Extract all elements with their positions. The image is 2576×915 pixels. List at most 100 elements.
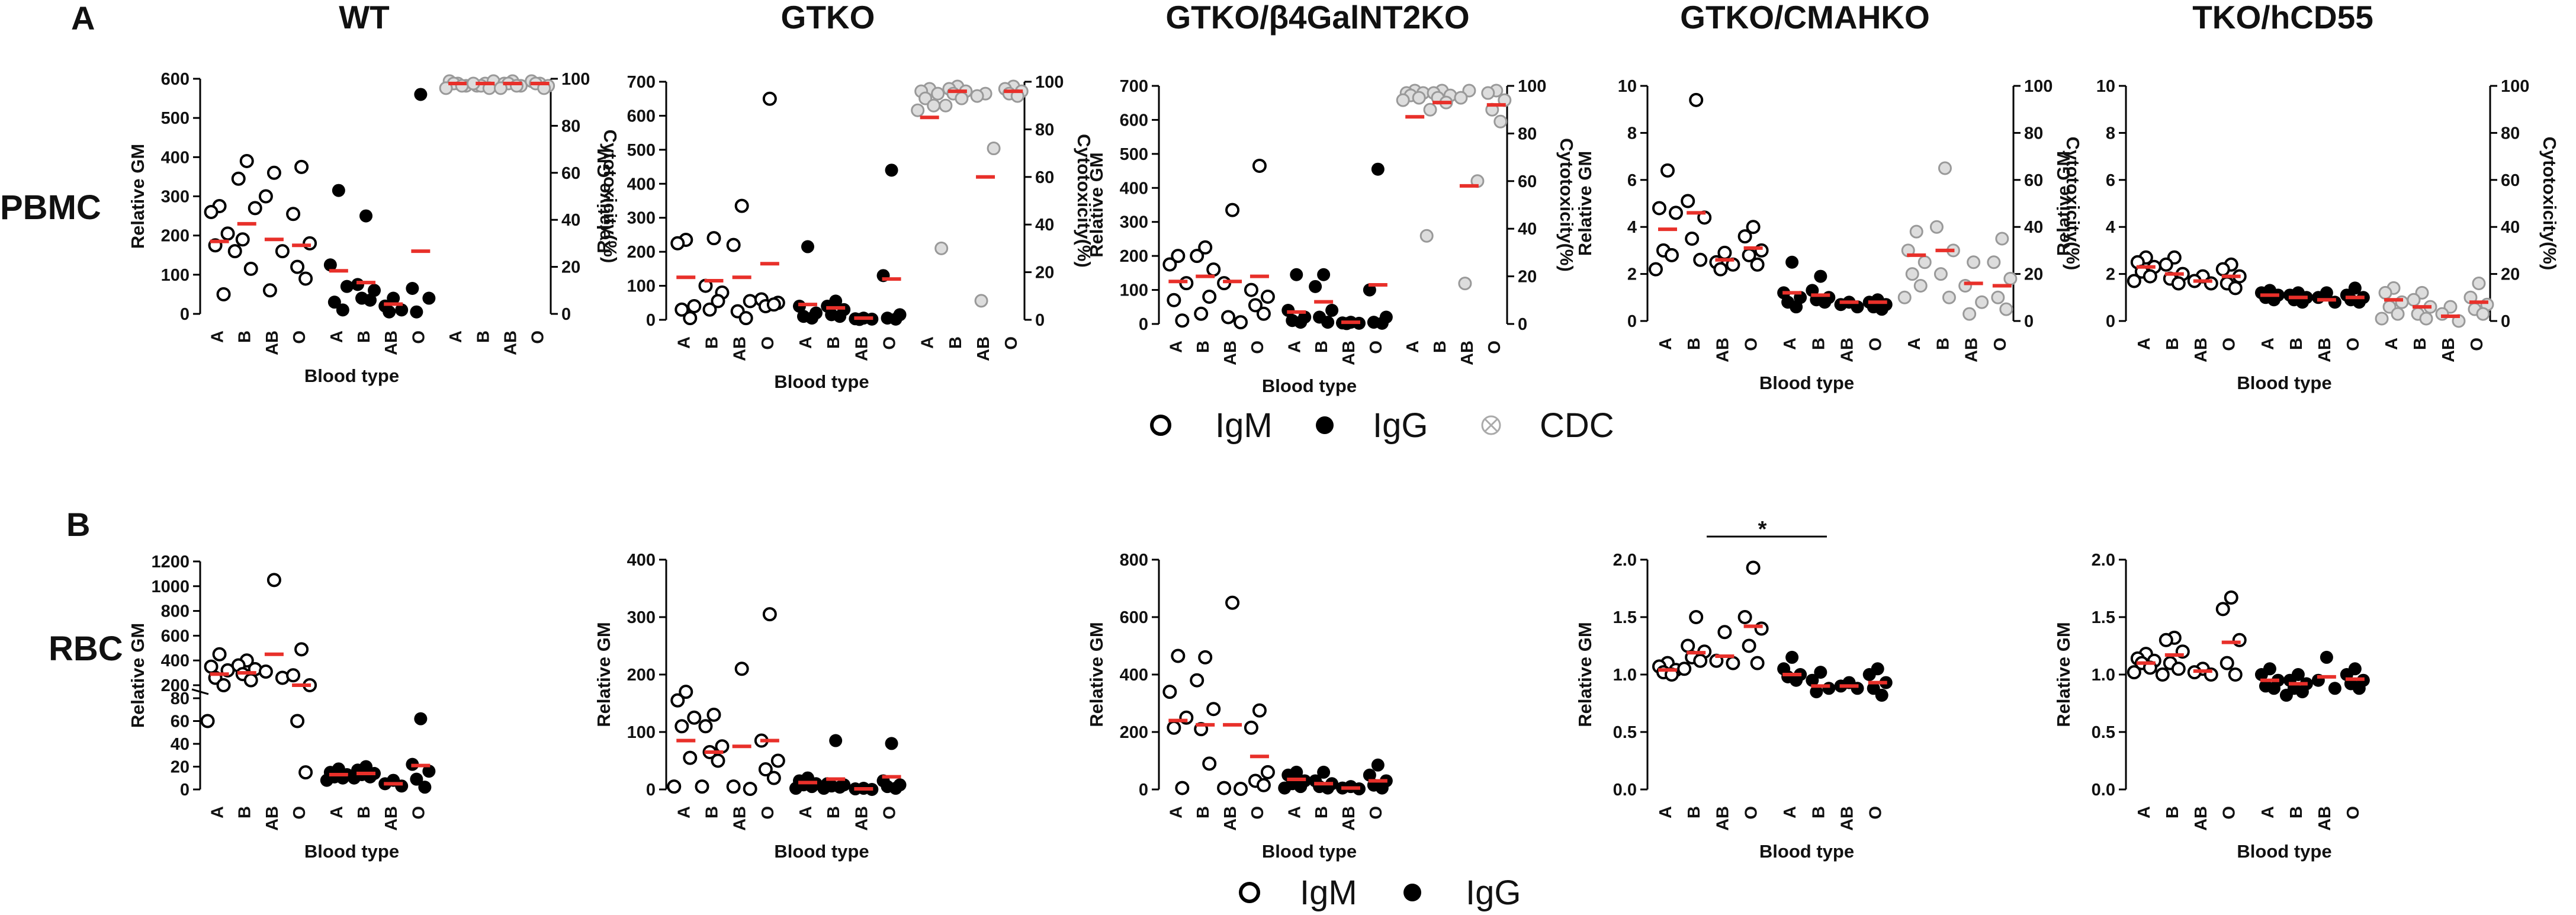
data-point-igg [1875, 688, 1888, 702]
x-tick-label: A [918, 336, 937, 349]
x-axis-label: Blood type [2237, 373, 2331, 393]
data-point-igg [1363, 768, 1376, 782]
x-tick-label: AB [2192, 338, 2211, 362]
x-tick-label: B [355, 806, 374, 818]
data-point-igg [332, 184, 345, 197]
data-point-igm [762, 607, 777, 622]
x-tick-label: O [529, 330, 548, 344]
y2-tick-label: 20 [2501, 265, 2520, 284]
y2-tick-label: 40 [2024, 218, 2043, 237]
data-point-cdc [2407, 293, 2421, 307]
data-point-igm [1221, 310, 1236, 325]
y2-tick-label: 0 [2024, 312, 2034, 331]
x-tick-label: O [409, 330, 428, 344]
data-point-igm [231, 171, 246, 186]
data-point-cdc [955, 91, 969, 105]
data-point-cdc [2375, 312, 2389, 326]
x-tick-label: B [2163, 338, 2182, 350]
data-point-igm [702, 302, 717, 317]
data-point-igm [1162, 685, 1177, 699]
data-point-igm [239, 153, 254, 168]
data-point-igm [734, 198, 749, 213]
data-point-igm [258, 664, 273, 679]
x-tick-label: B [1809, 806, 1828, 818]
data-point-cdc [1995, 232, 2009, 246]
data-point-igm [248, 201, 262, 216]
x-tick-label: AB [1962, 338, 1981, 362]
chart-pbmc-1: 0 100 200 300 400 500 600 700 0 20 40 60 80 100 Cytoto… [593, 73, 1094, 392]
data-point-igm [266, 573, 281, 587]
data-point-igm [1750, 257, 1765, 272]
x-tick-label: AB [1713, 806, 1732, 831]
column-title-gtko-b4galnt2ko: GTKO/β4GalNT2KO [1165, 0, 1469, 36]
x-tick-label: B [2287, 806, 2306, 818]
x-tick-label: B [1933, 338, 1952, 350]
x-tick-label: AB [1838, 806, 1857, 831]
x-tick-label: O [1991, 338, 2010, 351]
data-point-igm [698, 719, 713, 734]
x-tick-label: O [409, 806, 428, 820]
data-point-igm [2159, 257, 2173, 272]
data-point-igm [738, 311, 753, 326]
data-point-igg [885, 737, 898, 750]
data-point-igm [1726, 656, 1740, 670]
data-point-igm [1685, 232, 1700, 246]
data-point-igg [1875, 303, 1888, 316]
x-tick-label: O [1867, 338, 1886, 351]
data-point-igg [406, 281, 419, 295]
data-point-igm [1244, 282, 1258, 297]
x-tick-label: B [946, 336, 965, 349]
y2-tick-label: 40 [1035, 216, 1054, 235]
y-tick-label: 1.5 [2092, 608, 2115, 627]
data-point-igm [1746, 220, 1761, 235]
data-point-cdc [1493, 114, 1508, 129]
data-point-cdc [1897, 290, 1912, 304]
x-tick-label: AB [2439, 338, 2458, 362]
data-point-igm [266, 165, 281, 180]
data-point-igm [766, 297, 781, 312]
y-axis-label: Relative GM [593, 622, 614, 727]
data-point-igm [706, 231, 721, 246]
x-tick-label: A [327, 806, 346, 818]
data-point-igg [2254, 668, 2268, 681]
significance-star: * [1758, 517, 1767, 542]
x-tick-label: AB [1838, 338, 1857, 362]
y-tick-label: 600 [627, 107, 656, 126]
x-tick-label: A [1167, 341, 1186, 353]
data-point-igm [220, 226, 235, 241]
data-point-igm [290, 259, 305, 274]
data-point-cdc [927, 98, 941, 113]
y-tick-label: 200 [627, 243, 656, 262]
y2-axis-label: Cytotoxicity(%) [2063, 137, 2083, 271]
x-tick-label: B [1809, 338, 1828, 350]
data-point-igm [2224, 590, 2238, 605]
data-point-igm [706, 707, 721, 722]
x-tick-label: A [674, 806, 693, 818]
column-title-gtko-cmahko: GTKO/CMAHKO [1680, 0, 1930, 36]
column-title-tko-hcd55: TKO/hCD55 [2192, 0, 2373, 36]
y2-tick-label: 80 [1035, 120, 1054, 139]
y2-axis-label: Cytotoxicity(%) [1074, 134, 1094, 268]
data-point-igm [762, 91, 777, 106]
y-axis-label: Relative GM [1575, 622, 1595, 727]
data-point-cdc [939, 98, 953, 113]
data-point-igm [683, 311, 698, 326]
x-tick-label: AB [2315, 338, 2334, 362]
data-point-igm [1689, 610, 1704, 624]
column-title-gtko: GTKO [781, 0, 875, 36]
data-point-igg [1790, 300, 1803, 314]
x-tick-label: A [1656, 338, 1675, 350]
data-point-cdc [1942, 290, 1956, 304]
data-point-igg [833, 781, 847, 794]
y2-tick-label: 40 [1518, 220, 1537, 239]
x-tick-label: O [1867, 806, 1886, 820]
x-axis-label: Blood type [304, 365, 399, 386]
y-tick-label: 6 [2106, 171, 2115, 190]
data-point-igm [1660, 163, 1675, 178]
data-point-igm [670, 693, 685, 708]
data-point-cdc [2378, 285, 2392, 300]
data-point-igm [2143, 269, 2157, 284]
data-point-igg [1363, 283, 1376, 297]
data-point-cdc [1991, 290, 2005, 304]
